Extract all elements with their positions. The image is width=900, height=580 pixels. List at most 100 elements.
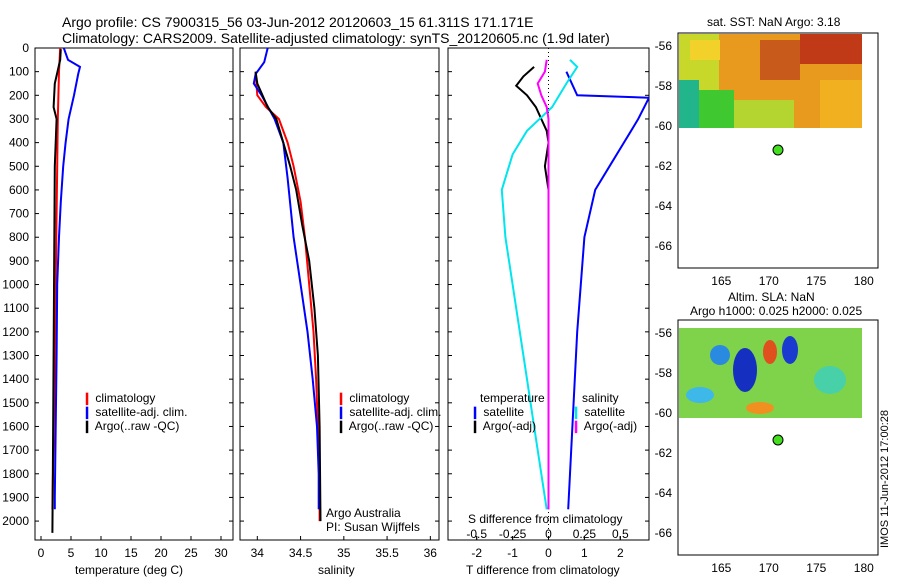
depth-tick-label: 0 — [22, 41, 29, 55]
depth-tick-label: 200 — [9, 88, 29, 102]
salinity-series-satellite-adj-clim- — [252, 48, 320, 510]
depth-tick-label: 800 — [9, 230, 29, 244]
legend-item-sal-argo: ❙ Argo(-adj) — [571, 419, 638, 433]
salinity-x-tick-label: 36 — [424, 546, 438, 560]
salinity-xlabel: salinity — [318, 563, 355, 577]
legend-item-temp-argo: ❙ Argo(-adj) — [470, 419, 537, 433]
temperature-x-tick-label: 25 — [184, 546, 198, 560]
depth-tick-label: 900 — [9, 254, 29, 268]
difference-t-tick-label: 0 — [545, 546, 552, 560]
depth-tick-label: 2000 — [2, 514, 29, 528]
depth-tick-label: 400 — [9, 136, 29, 150]
sla-map-y-tick-label: -66 — [655, 526, 673, 540]
difference-s-tick-label: 0.25 — [573, 527, 597, 541]
sst-map-x-tick-label: 180 — [854, 274, 874, 288]
depth-tick-label: 1800 — [2, 467, 29, 481]
difference-t-tick-label: -1 — [507, 546, 518, 560]
float-pi-note: PI: Susan Wijffels — [326, 520, 420, 534]
depth-tick-label: 1100 — [3, 301, 29, 315]
temperature-xlabel: temperature (deg C) — [75, 563, 184, 577]
legend-item-climatology: ❙ climatology — [82, 391, 156, 405]
legend-item-sal-satellite: ❙ satellite — [571, 405, 626, 419]
salinity-x-tick-label: 35.5 — [375, 546, 399, 560]
float-operator-note: Argo Australia — [326, 506, 401, 520]
sst-map-y-tick-label: -56 — [655, 39, 673, 53]
temperature-x-tick-label: 10 — [94, 546, 108, 560]
sst-argo-position — [772, 144, 784, 156]
sst-map-y-tick-label: -60 — [655, 119, 673, 133]
salinity-x-tick-label: 34.5 — [289, 546, 313, 560]
depth-tick-label: 100 — [9, 65, 29, 79]
legend-label: satellite — [584, 405, 626, 419]
legend-label: satellite-adj. clim. — [95, 405, 188, 419]
difference-series-temperature-satellite — [565, 71, 649, 510]
legend-label: climatology — [349, 391, 410, 405]
difference-xlabel-top: S difference from climatology — [468, 512, 623, 526]
legend-item-argo: ❙ Argo(..raw -QC) — [336, 419, 434, 433]
difference-t-tick-label: 1 — [581, 546, 588, 560]
depth-tick-label: 300 — [9, 112, 29, 126]
temperature-x-tick-label: 15 — [124, 546, 138, 560]
legend-item-satellite-adj: ❙ satellite-adj. clim. — [82, 405, 188, 419]
depth-tick-label: 700 — [9, 207, 29, 221]
legend-label: Argo(..raw -QC) — [348, 419, 434, 433]
legend-item-climatology: ❙ climatology — [336, 391, 410, 405]
legend-title-salinity: salinity — [582, 391, 619, 405]
depth-tick-label: 1600 — [2, 420, 29, 434]
sla-map-title-line2: Argo h1000: 0.025 h2000: 0.025 — [690, 304, 863, 318]
difference-series-salinity-argo-adj- — [536, 59, 550, 510]
legend-label: Argo(..raw -QC) — [94, 419, 180, 433]
sst-map-x-tick-label: 170 — [759, 274, 779, 288]
difference-xlabel-bottom: T difference from climatology — [466, 563, 620, 577]
sla-map-y-tick-label: -60 — [655, 406, 673, 420]
temperature-axes — [34, 47, 234, 541]
salinity-x-tick-label: 34 — [251, 546, 265, 560]
difference-t-tick-label: 2 — [617, 546, 624, 560]
sst-map-y-tick-label: -62 — [655, 159, 673, 173]
sla-map-x-tick-label: 165 — [711, 561, 731, 575]
sst-map-y-tick-label: -58 — [655, 79, 673, 93]
depth-tick-label: 1200 — [2, 325, 29, 339]
sst-field — [679, 34, 862, 128]
sla-map-y-tick-label: -58 — [655, 366, 673, 380]
sla-map-y-tick-label: -64 — [655, 486, 673, 500]
legend-item-temp-satellite: ❙ satellite — [470, 405, 525, 419]
difference-s-tick-label: -0.25 — [499, 527, 527, 541]
figure-title-line2: Climatology: CARS2009. Satellite-adjuste… — [62, 30, 610, 46]
difference-s-tick-label: 0 — [545, 527, 552, 541]
sla-field — [679, 328, 862, 418]
depth-tick-label: 1700 — [2, 443, 29, 457]
legend-item-satellite-adj: ❙ satellite-adj. clim. — [336, 405, 442, 419]
sst-map-y-tick-label: -64 — [655, 199, 673, 213]
sst-map-x-tick-label: 165 — [711, 274, 731, 288]
figure-title-line1: Argo profile: CS 7900315_56 03-Jun-2012 … — [62, 14, 534, 30]
depth-tick-label: 1500 — [2, 396, 29, 410]
sla-map-x-tick-label: 180 — [854, 561, 874, 575]
sla-map-y-tick-label: -62 — [655, 446, 673, 460]
temperature-x-tick-label: 30 — [214, 546, 228, 560]
legend-title-temperature: temperature — [480, 391, 545, 405]
temperature-x-tick-label: 0 — [38, 546, 45, 560]
sla-map-x-tick-label: 175 — [806, 561, 826, 575]
depth-tick-label: 1000 — [2, 278, 29, 292]
legend-label: satellite — [483, 405, 525, 419]
depth-tick-label: 500 — [9, 159, 29, 173]
difference-t-tick-label: -2 — [471, 546, 482, 560]
depth-tick-label: 1400 — [2, 372, 29, 386]
sst-map-title: sat. SST: NaN Argo: 3.18 — [707, 15, 841, 29]
sla-argo-position — [772, 434, 784, 446]
difference-s-tick-label: -0.5 — [466, 527, 487, 541]
temperature-x-tick-label: 20 — [154, 546, 168, 560]
depth-tick-label: 600 — [9, 183, 29, 197]
difference-series-salinity-satellite — [500, 59, 579, 510]
legend-label: Argo(-adj) — [482, 419, 537, 433]
legend-label: Argo(-adj) — [583, 419, 638, 433]
salinity-x-tick-label: 35 — [337, 546, 351, 560]
depth-tick-label: 1900 — [2, 490, 29, 504]
sst-map-x-tick-label: 175 — [806, 274, 826, 288]
sst-map-y-tick-label: -66 — [655, 239, 673, 253]
depth-tick-label: 1300 — [2, 349, 29, 363]
temperature-series-argo-raw-qc- — [51, 49, 62, 533]
sla-map-title-line1: Altim. SLA: NaN — [728, 290, 815, 304]
sla-map-y-tick-label: -56 — [655, 326, 673, 340]
